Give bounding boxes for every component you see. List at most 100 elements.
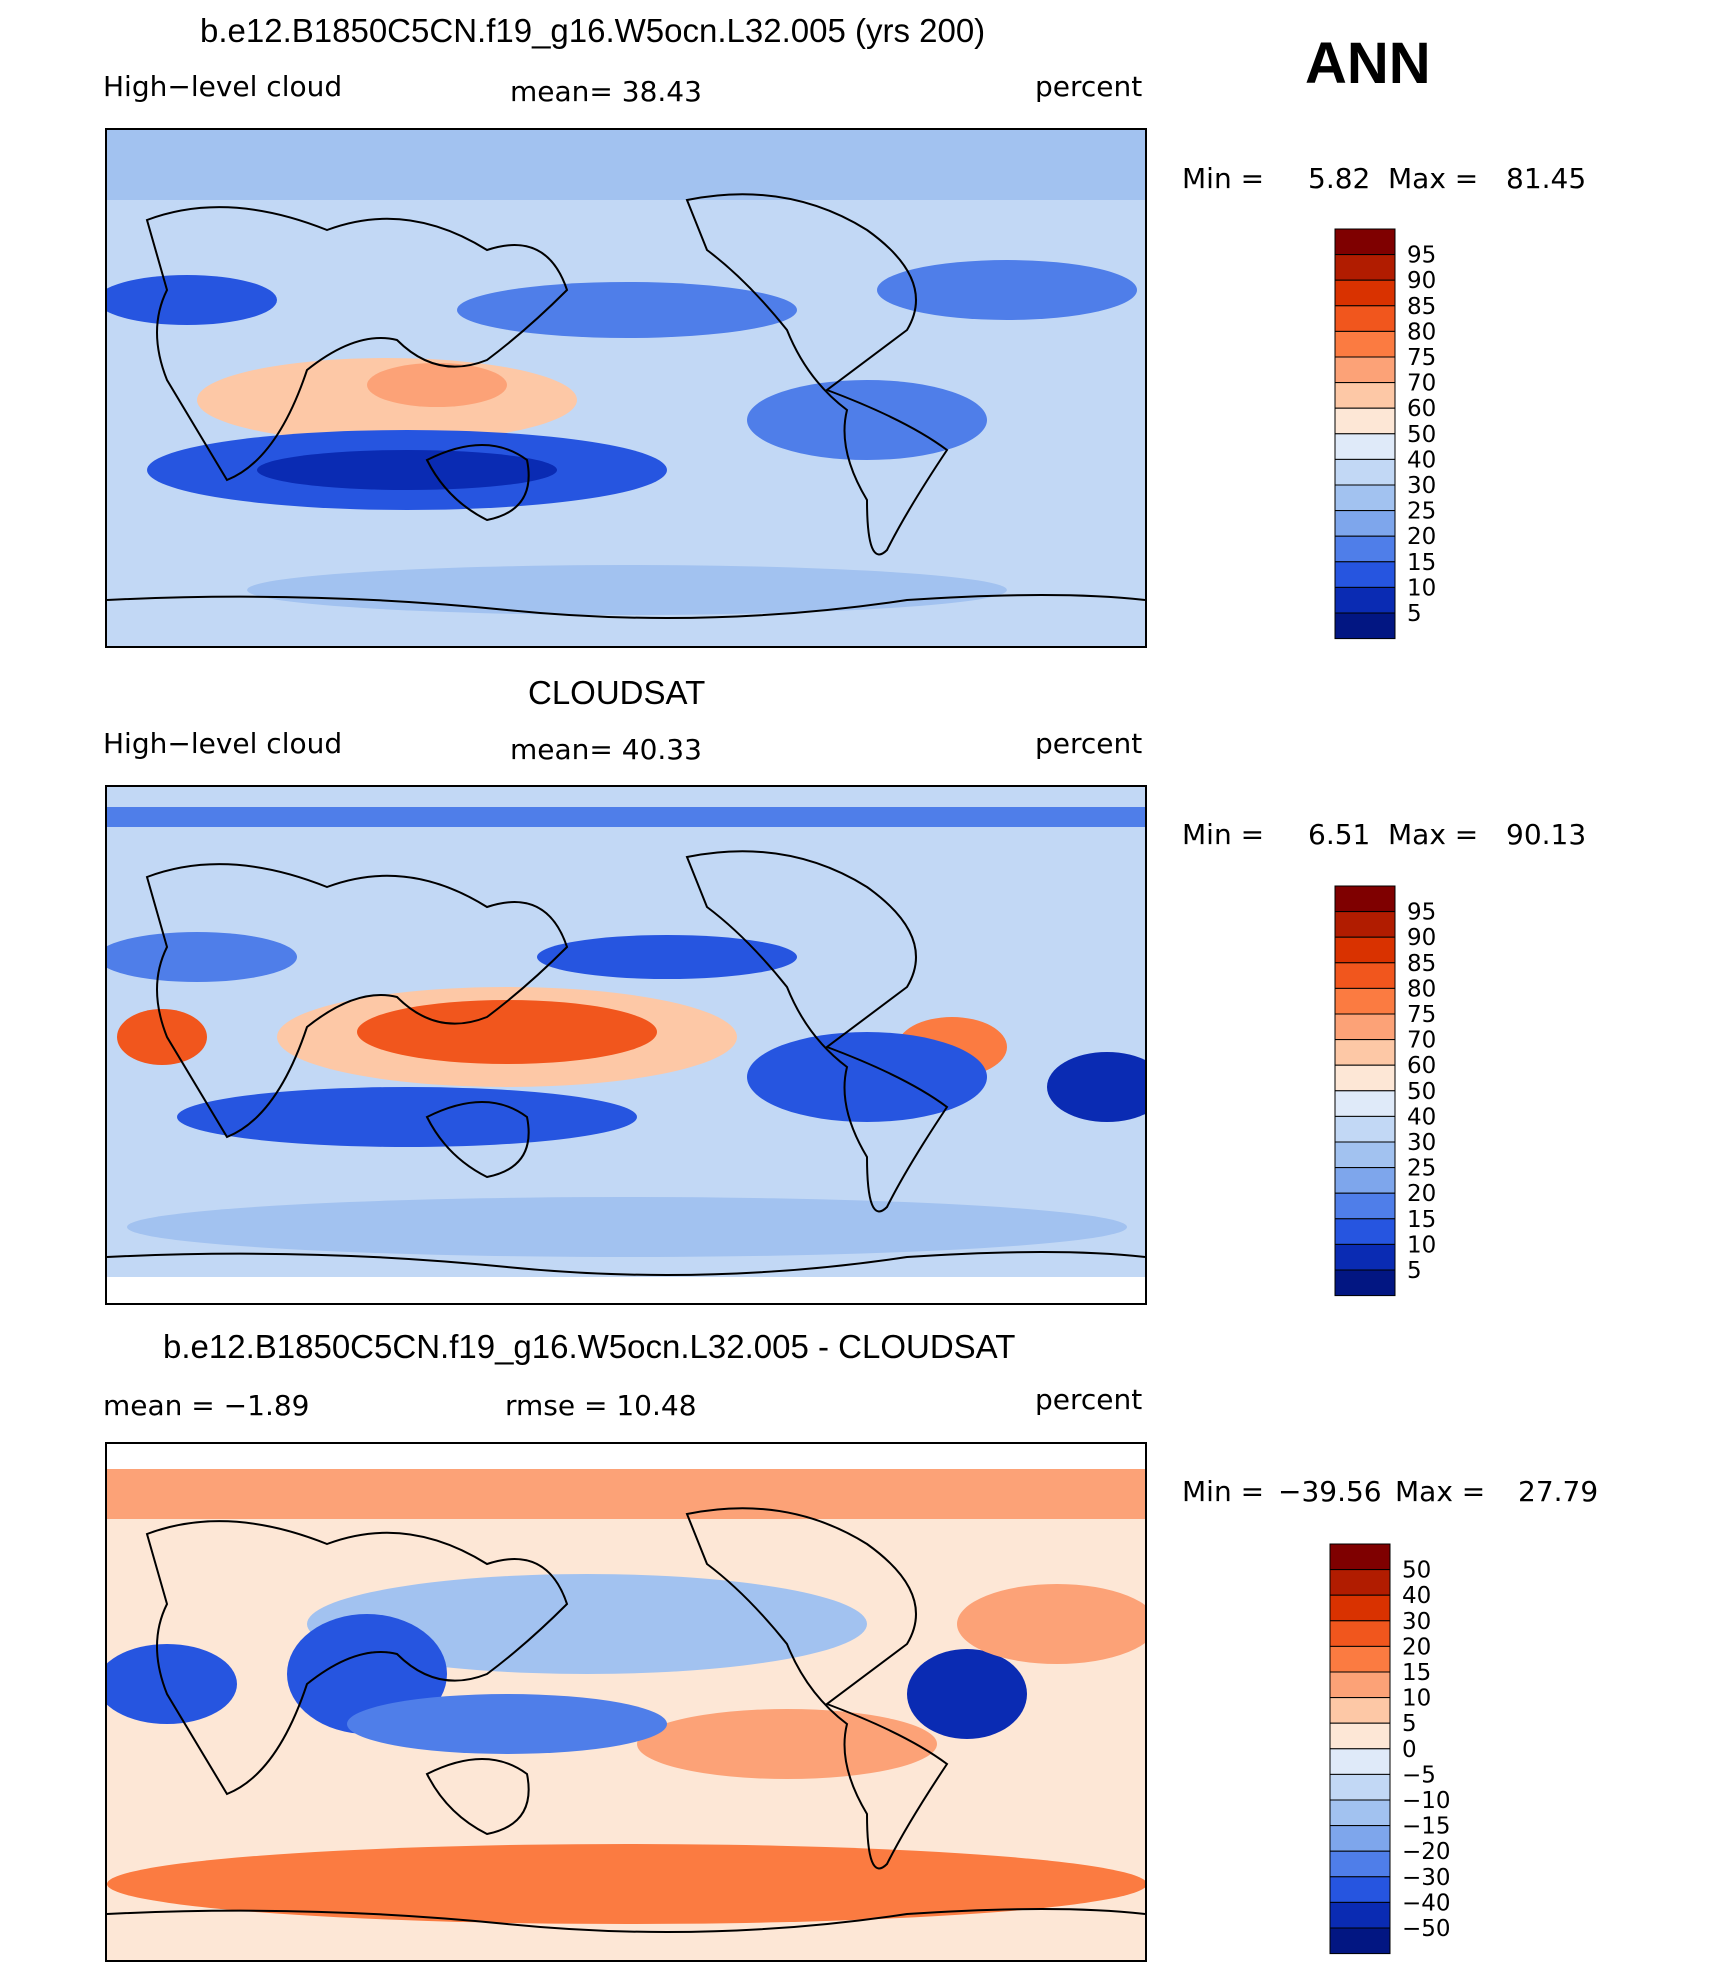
panel3-sepacific-positive [637, 1709, 937, 1779]
colorbar-swatch [1329, 1825, 1391, 1852]
colorbar-tick-label: 40 [1402, 1583, 1431, 1609]
panel2-units-label: percent [1035, 727, 1143, 760]
panel1-sio-core [257, 450, 557, 490]
colorbar-tick-label: 40 [1407, 1104, 1436, 1130]
panel1-mean-label: mean= 38.43 [510, 75, 702, 108]
panel3-units-label: percent [1035, 1383, 1143, 1416]
panel1-map [105, 128, 1147, 648]
panel3-max-value: 27.79 [1518, 1475, 1599, 1508]
panel3-southern-ocean-positive [107, 1844, 1145, 1924]
colorbar-swatch [1334, 885, 1396, 913]
panel3-max-label: Max = [1395, 1475, 1486, 1508]
panel1-arctic-band [107, 130, 1145, 200]
colorbar-swatch [1334, 936, 1396, 964]
colorbar-swatch [1329, 1620, 1391, 1647]
panel3-map [105, 1442, 1147, 1962]
colorbar-tick-label: 10 [1407, 575, 1436, 601]
panel3-africa-negative [107, 1644, 237, 1724]
colorbar-tick-label: 10 [1407, 1232, 1436, 1258]
panel2-antarctica-coast [107, 1251, 1145, 1276]
colorbar-swatch [1329, 1594, 1391, 1622]
colorbar-swatch [1329, 1927, 1391, 1955]
colorbar-tick-label: 50 [1402, 1558, 1431, 1584]
colorbar-swatch [1334, 911, 1396, 938]
colorbar-tick-label: 30 [1407, 473, 1436, 499]
colorbar-tick-label: −20 [1402, 1839, 1451, 1865]
colorbar-tick-label: 85 [1407, 951, 1436, 977]
colorbar-swatch [1334, 1039, 1396, 1066]
panel1-units-label: percent [1035, 70, 1143, 103]
colorbar-swatch [1334, 356, 1396, 384]
panel3-maritime-negative [347, 1694, 667, 1754]
colorbar-swatch [1334, 1115, 1396, 1143]
season-label: ANN [1305, 31, 1431, 96]
panel2-satlantic-band [1047, 1052, 1145, 1122]
panel1-sepacific-band [747, 380, 987, 460]
colorbar-swatch [1334, 510, 1396, 537]
colorbar-swatch [1334, 458, 1396, 486]
colorbar-tick-label: −5 [1402, 1762, 1436, 1788]
panel2-sepacific-band [747, 1032, 987, 1122]
colorbar-swatch [1329, 1850, 1391, 1878]
colorbar-tick-label: 50 [1407, 422, 1436, 448]
colorbar-tick-label: 95 [1407, 243, 1436, 269]
colorbar-tick-label: 60 [1407, 1053, 1436, 1079]
panel2-map [105, 785, 1147, 1305]
colorbar-swatch [1334, 330, 1396, 358]
panel3-americas-coast [685, 1507, 949, 1870]
colorbar-tick-label: 5 [1407, 1258, 1422, 1284]
colorbar-tick-label: 20 [1407, 1181, 1436, 1207]
colorbar-swatch [1334, 279, 1396, 307]
panel1-max-value: 81.45 [1506, 162, 1587, 195]
panel3-australia-coast [425, 1758, 530, 1836]
colorbar-swatch [1334, 586, 1396, 614]
panel2-arctic-band [107, 807, 1145, 827]
panel2-title: CLOUDSAT [528, 674, 706, 711]
panel2-warm-pool-core [357, 1000, 657, 1064]
colorbar-tick-label: 95 [1407, 900, 1436, 926]
colorbar-swatch [1334, 1269, 1396, 1297]
colorbar-tick-label: 0 [1402, 1737, 1417, 1763]
panel3-natlantic-positive [957, 1584, 1145, 1664]
panel1-antarctica-coast [107, 594, 1145, 619]
panel3-amazon-negative [907, 1649, 1027, 1739]
colorbar-tick-label: 80 [1407, 319, 1436, 345]
panel3-arctic-band [107, 1469, 1145, 1519]
colorbar-swatch [1334, 987, 1396, 1015]
colorbar-swatch [1334, 1243, 1396, 1271]
panel2-australia-coast [425, 1101, 530, 1179]
colorbar-tick-label: −30 [1402, 1865, 1451, 1891]
colorbar-swatch [1334, 305, 1396, 332]
colorbar-tick-label: 75 [1407, 345, 1436, 371]
colorbar-tick-label: 10 [1402, 1686, 1431, 1712]
colorbar-swatch [1329, 1876, 1391, 1903]
panel3-map-svg [107, 1444, 1145, 1960]
colorbar-swatch [1329, 1543, 1391, 1571]
panel1-variable-label: High−level cloud [103, 70, 343, 103]
panel1-atlantic-storm-band [107, 275, 277, 325]
panel1-warm-pool-core [367, 363, 507, 407]
colorbar-swatch [1334, 1064, 1396, 1092]
colorbar-tick-label: 90 [1407, 268, 1436, 294]
colorbar-tick-label: −15 [1402, 1814, 1451, 1840]
panel2-americas-coast [685, 850, 949, 1213]
panel1-southern-ocean [247, 565, 1007, 615]
panel2-variable-label: High−level cloud [103, 727, 343, 760]
colorbar-swatch [1329, 1773, 1391, 1801]
colorbar-tick-label: 5 [1402, 1711, 1417, 1737]
colorbar-tick-label: 25 [1407, 1156, 1436, 1182]
panel2-min-label: Min = [1182, 818, 1265, 851]
panel3-mean-label: mean = −1.89 [103, 1389, 310, 1422]
panel3-npacific-negative [307, 1574, 867, 1674]
colorbar-tick-label: 85 [1407, 294, 1436, 320]
colorbar-tick-label: 20 [1402, 1634, 1431, 1660]
colorbar-tick-label: 70 [1407, 1028, 1436, 1054]
panel2-atlantic-band [107, 932, 297, 982]
panel2-africa-convection [117, 1009, 207, 1065]
colorbar-swatch [1329, 1569, 1391, 1596]
colorbar-swatch [1334, 407, 1396, 435]
colorbar-swatch [1329, 1645, 1391, 1673]
colorbar-tick-label: 70 [1407, 371, 1436, 397]
